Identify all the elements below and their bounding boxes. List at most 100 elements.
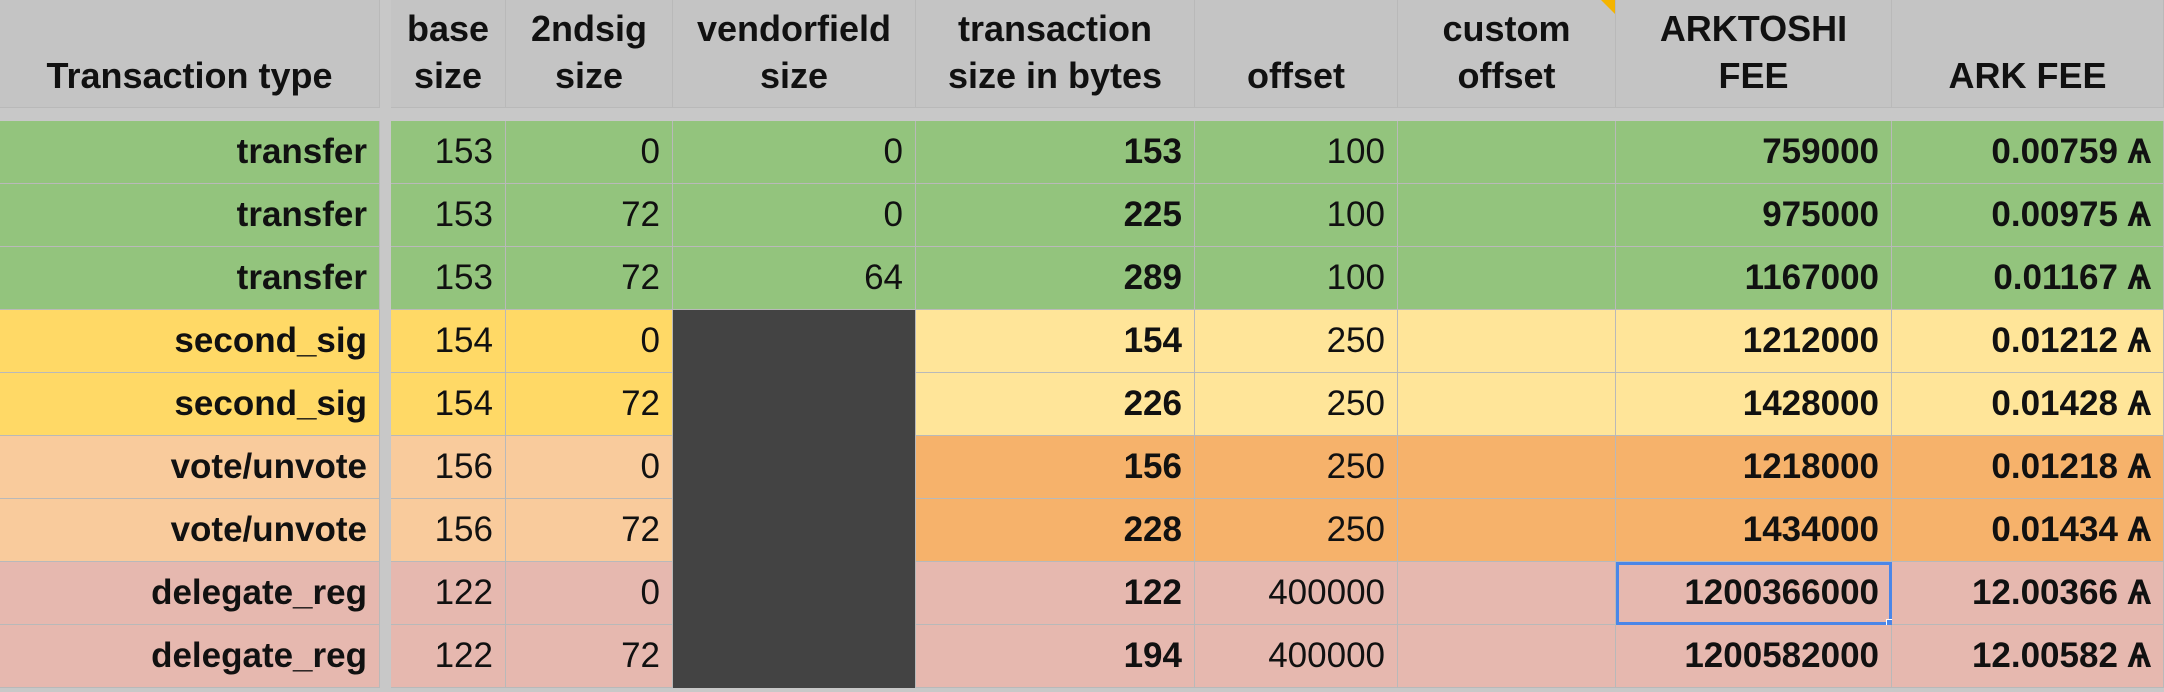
- cell[interactable]: 154: [391, 373, 506, 436]
- cell[interactable]: 72: [506, 247, 673, 310]
- cell[interactable]: 250: [1195, 436, 1398, 499]
- cell[interactable]: 289: [916, 247, 1195, 310]
- cell[interactable]: vote/unvote: [0, 499, 380, 562]
- header-text: offset: [1457, 55, 1556, 96]
- column-header[interactable]: offset: [1195, 0, 1398, 108]
- cell[interactable]: [1398, 625, 1616, 688]
- cell[interactable]: [673, 562, 916, 625]
- cell[interactable]: 122: [391, 562, 506, 625]
- cell[interactable]: [1398, 121, 1616, 184]
- header-text: base: [406, 8, 490, 49]
- cell[interactable]: 100: [1195, 247, 1398, 310]
- cell[interactable]: [673, 373, 916, 436]
- cell[interactable]: 72: [506, 373, 673, 436]
- cell[interactable]: 0: [506, 121, 673, 184]
- cell[interactable]: [673, 310, 916, 373]
- column-header[interactable]: base size: [391, 0, 506, 108]
- cell[interactable]: [1398, 373, 1616, 436]
- cell[interactable]: 154: [916, 310, 1195, 373]
- column-header[interactable]: Transaction type: [0, 0, 380, 108]
- cell[interactable]: 122: [391, 625, 506, 688]
- cell[interactable]: 1167000: [1616, 247, 1892, 310]
- cell[interactable]: [1398, 310, 1616, 373]
- cell[interactable]: 156: [391, 499, 506, 562]
- cell[interactable]: [673, 625, 916, 688]
- cell[interactable]: 228: [916, 499, 1195, 562]
- cell[interactable]: transfer: [0, 184, 380, 247]
- cell[interactable]: second_sig: [0, 373, 380, 436]
- cell[interactable]: 400000: [1195, 625, 1398, 688]
- cell[interactable]: 1200366000: [1616, 562, 1892, 625]
- cell[interactable]: 0.00975 Ѧ: [1892, 184, 2164, 247]
- header-text: transaction: [957, 8, 1153, 49]
- cell[interactable]: 72: [506, 499, 673, 562]
- cell[interactable]: 975000: [1616, 184, 1892, 247]
- header-text: ARKTOSHI: [1659, 8, 1848, 49]
- cell[interactable]: 12.00366 Ѧ: [1892, 562, 2164, 625]
- column-header[interactable]: ARKTOSHI FEE: [1616, 0, 1892, 108]
- cell[interactable]: 12.00582 Ѧ: [1892, 625, 2164, 688]
- cell[interactable]: 100: [1195, 184, 1398, 247]
- cell[interactable]: 0: [506, 436, 673, 499]
- cell[interactable]: [1398, 247, 1616, 310]
- cell[interactable]: 226: [916, 373, 1195, 436]
- cell[interactable]: second_sig: [0, 310, 380, 373]
- comment-marker: [1601, 0, 1615, 14]
- cell[interactable]: [1398, 184, 1616, 247]
- cell[interactable]: 72: [506, 625, 673, 688]
- cell[interactable]: [673, 436, 916, 499]
- cell[interactable]: 0.00759 Ѧ: [1892, 121, 2164, 184]
- cell[interactable]: delegate_reg: [0, 562, 380, 625]
- cell[interactable]: 0: [673, 121, 916, 184]
- cell[interactable]: 0.01218 Ѧ: [1892, 436, 2164, 499]
- column-header[interactable]: transaction size in bytes: [916, 0, 1195, 108]
- cell[interactable]: 250: [1195, 373, 1398, 436]
- header-text: FEE: [1718, 55, 1789, 96]
- cell[interactable]: 100: [1195, 121, 1398, 184]
- cell[interactable]: 0: [506, 310, 673, 373]
- cell[interactable]: 72: [506, 184, 673, 247]
- column-header[interactable]: custom offset: [1398, 0, 1616, 108]
- cell[interactable]: 1428000: [1616, 373, 1892, 436]
- cell[interactable]: 1212000: [1616, 310, 1892, 373]
- cell[interactable]: 153: [391, 184, 506, 247]
- cell[interactable]: [1398, 562, 1616, 625]
- cell[interactable]: 0.01428 Ѧ: [1892, 373, 2164, 436]
- header-text: size: [413, 55, 483, 96]
- cell[interactable]: 153: [916, 121, 1195, 184]
- cell[interactable]: 0: [673, 184, 916, 247]
- cell[interactable]: 153: [391, 247, 506, 310]
- header-text: size: [759, 55, 829, 96]
- cell[interactable]: 1434000: [1616, 499, 1892, 562]
- cell[interactable]: [1398, 436, 1616, 499]
- cell[interactable]: [673, 499, 916, 562]
- cell[interactable]: 156: [916, 436, 1195, 499]
- cell[interactable]: 1200582000: [1616, 625, 1892, 688]
- cell[interactable]: 156: [391, 436, 506, 499]
- cell[interactable]: 250: [1195, 310, 1398, 373]
- cell[interactable]: 400000: [1195, 562, 1398, 625]
- cell[interactable]: 153: [391, 121, 506, 184]
- column-header[interactable]: vendorfield size: [673, 0, 916, 108]
- cell[interactable]: 1218000: [1616, 436, 1892, 499]
- cell[interactable]: 154: [391, 310, 506, 373]
- cell[interactable]: 0: [506, 562, 673, 625]
- cell[interactable]: 0.01434 Ѧ: [1892, 499, 2164, 562]
- cell[interactable]: 0.01167 Ѧ: [1892, 247, 2164, 310]
- cell[interactable]: transfer: [0, 247, 380, 310]
- cell[interactable]: 0.01212 Ѧ: [1892, 310, 2164, 373]
- column-header[interactable]: ARK FEE: [1892, 0, 2164, 108]
- cell[interactable]: 122: [916, 562, 1195, 625]
- cell[interactable]: delegate_reg: [0, 625, 380, 688]
- column-header[interactable]: 2ndsig size: [506, 0, 673, 108]
- cell[interactable]: 64: [673, 247, 916, 310]
- cell[interactable]: 194: [916, 625, 1195, 688]
- cell[interactable]: 250: [1195, 499, 1398, 562]
- cell[interactable]: transfer: [0, 121, 380, 184]
- cell[interactable]: [1398, 499, 1616, 562]
- cell[interactable]: 759000: [1616, 121, 1892, 184]
- cell[interactable]: 225: [916, 184, 1195, 247]
- cell[interactable]: vote/unvote: [0, 436, 380, 499]
